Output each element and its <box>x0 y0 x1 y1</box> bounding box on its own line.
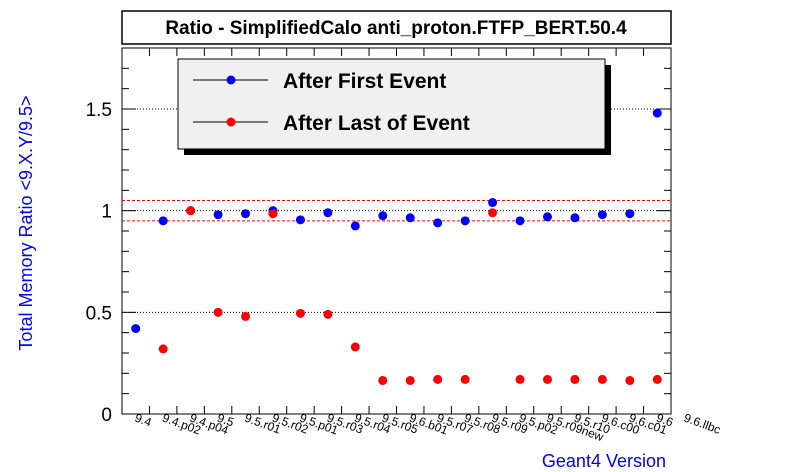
last-event-point <box>378 375 388 385</box>
last-event-point <box>186 206 196 216</box>
y-axis-title: Total Memory Ratio <9.X.Y/9.5> <box>16 95 36 350</box>
last-event-point <box>625 375 635 385</box>
y-tick-label: 0.5 <box>86 303 112 324</box>
first-event-point <box>323 208 333 218</box>
last-event-point <box>652 374 662 384</box>
first-event-point <box>378 211 388 221</box>
first-event-point <box>241 209 251 219</box>
x-axis-title: Geant4 Version <box>542 451 666 471</box>
first-event-point <box>597 210 607 220</box>
first-event-point <box>488 198 498 208</box>
last-event-point <box>488 208 498 218</box>
y-tick-label: 1.5 <box>86 100 112 121</box>
last-event-point <box>570 374 580 384</box>
legend-marker-first <box>226 75 236 85</box>
first-event-point <box>625 209 635 219</box>
data-points <box>131 108 662 385</box>
first-event-point <box>515 216 525 226</box>
chart-title: Ratio - SimplifiedCalo anti_proton.FTFP_… <box>165 18 627 39</box>
first-event-point <box>460 216 470 226</box>
first-event-point <box>213 210 223 220</box>
first-event-point <box>350 221 360 231</box>
last-event-point <box>542 374 552 384</box>
first-event-point <box>131 324 141 334</box>
last-event-point <box>350 342 360 352</box>
last-event-point <box>323 309 333 319</box>
legend-label-last: After Last of Event <box>283 112 470 135</box>
last-event-point <box>405 375 415 385</box>
first-event-point <box>158 216 168 226</box>
x-tick-label: 9.4 <box>133 411 154 430</box>
x-axis-ticks <box>121 48 672 414</box>
legend: After First Event After Last of Event <box>177 58 611 155</box>
x-tick-label: 9.5 <box>215 411 236 430</box>
x-tick-label: 9.6 <box>655 411 676 430</box>
first-event-point <box>433 218 443 228</box>
first-event-point <box>570 213 580 223</box>
last-event-point <box>158 344 168 354</box>
first-event-point <box>652 108 662 118</box>
y-axis-ticks: 0 0.5 1 1.5 <box>86 67 671 426</box>
legend-label-first: After First Event <box>283 70 446 93</box>
last-event-point <box>515 374 525 384</box>
title-box <box>121 10 672 45</box>
y-tick-label: 1 <box>101 202 112 223</box>
last-event-point <box>241 311 251 321</box>
first-event-point <box>542 212 552 222</box>
last-event-point <box>433 374 443 384</box>
last-event-point <box>213 307 223 317</box>
first-event-point <box>405 213 415 223</box>
last-event-point <box>460 374 470 384</box>
y-tick-label: 0 <box>101 405 112 426</box>
last-event-point <box>295 308 305 318</box>
reference-lines <box>122 200 671 222</box>
legend-box <box>177 58 606 150</box>
first-event-point <box>295 215 305 225</box>
last-event-point <box>268 209 278 219</box>
legend-marker-last <box>226 117 236 127</box>
last-event-point <box>597 374 607 384</box>
x-tick-label: 9.6.llbc <box>682 411 723 437</box>
